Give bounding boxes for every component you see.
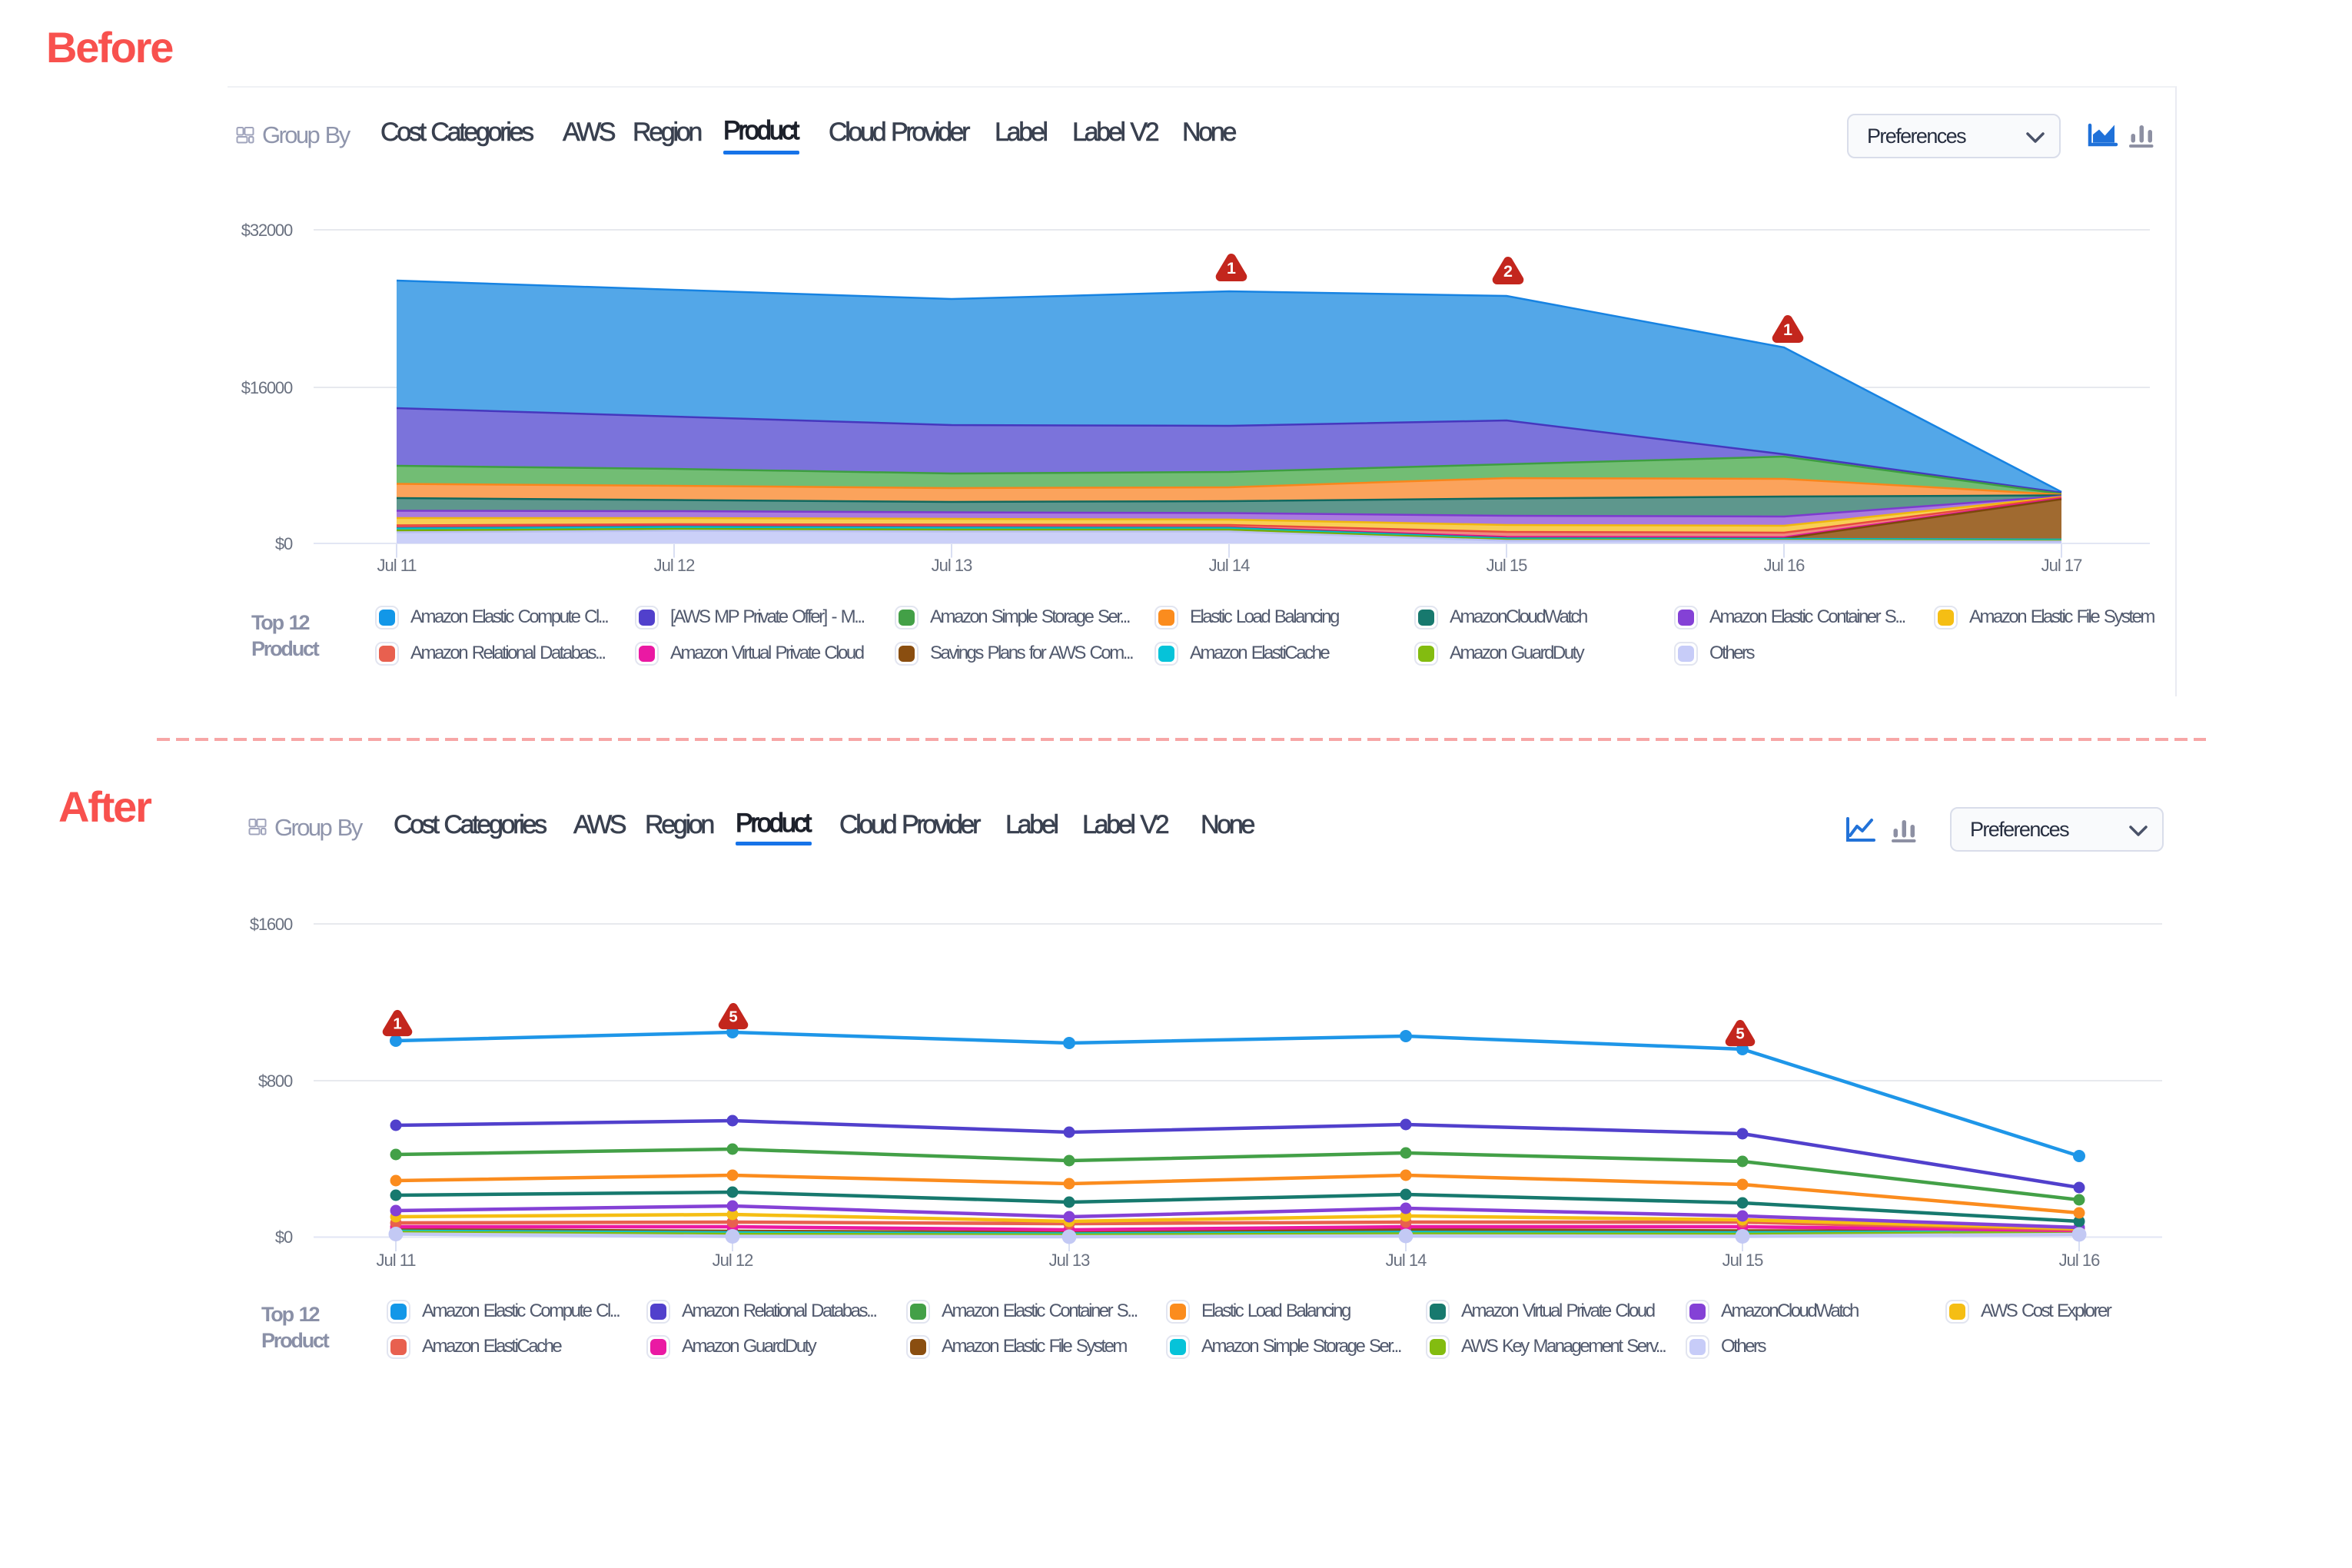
svg-text:5: 5 <box>1736 1026 1744 1043</box>
svg-text:1: 1 <box>1783 321 1792 339</box>
svg-text:2: 2 <box>1503 262 1513 281</box>
svg-text:1: 1 <box>1227 259 1236 277</box>
svg-text:5: 5 <box>729 1009 737 1026</box>
svg-text:1: 1 <box>393 1016 401 1033</box>
